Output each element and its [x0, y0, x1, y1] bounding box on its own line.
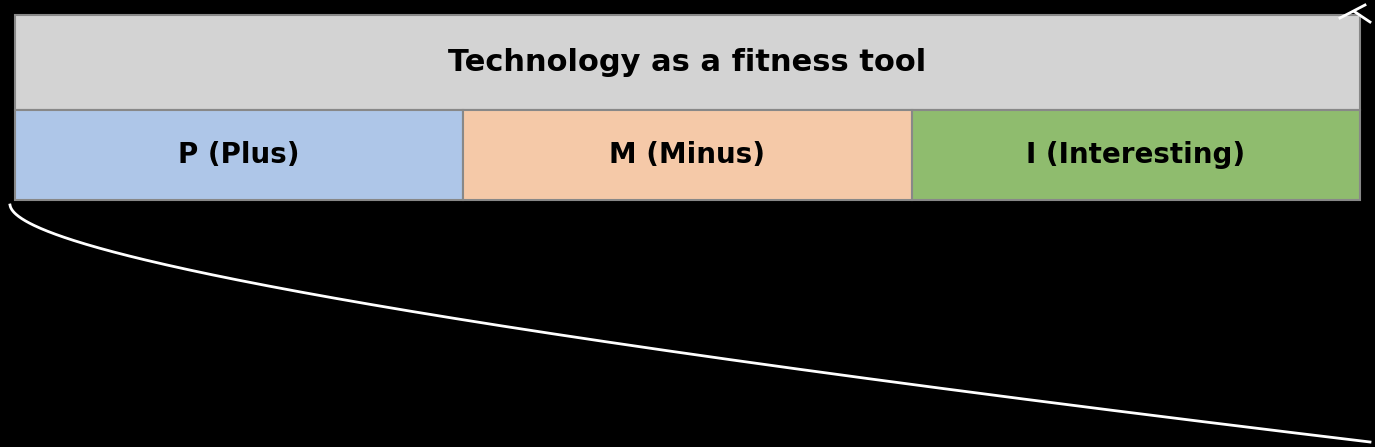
- Text: P (Plus): P (Plus): [179, 141, 300, 169]
- Bar: [15, 110, 463, 200]
- Text: Technology as a fitness tool: Technology as a fitness tool: [448, 48, 927, 77]
- Bar: [463, 110, 912, 200]
- Bar: [912, 110, 1360, 200]
- Bar: [15, 15, 1360, 110]
- Text: I (Interesting): I (Interesting): [1026, 141, 1246, 169]
- Text: M (Minus): M (Minus): [609, 141, 766, 169]
